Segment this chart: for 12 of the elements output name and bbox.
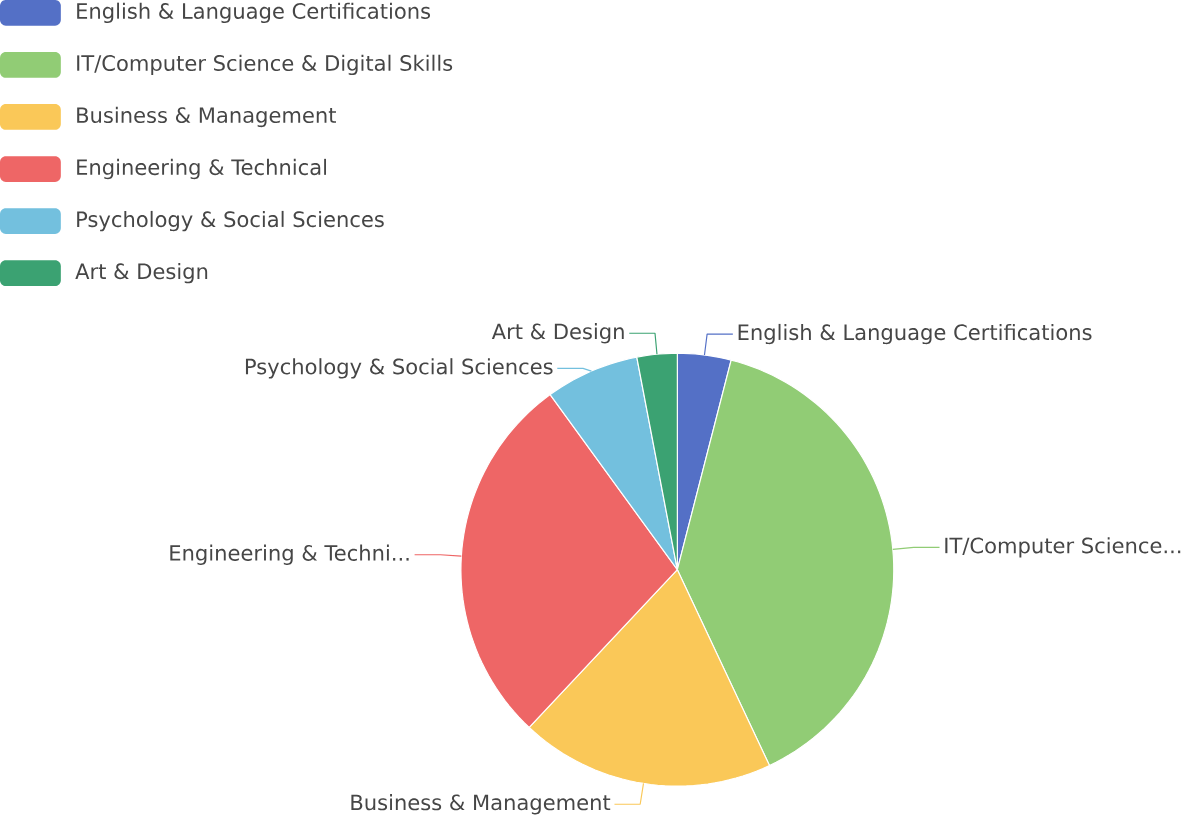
- data-label: Art & Design: [491, 323, 624, 344]
- data-label: Engineering & Techni...: [170, 544, 409, 565]
- legend-label: Engineering & Technical: [77, 158, 327, 180]
- legend-label: IT/Computer Science & Digital Skills: [77, 54, 453, 76]
- legend-label: English & Language Certifications: [77, 2, 431, 24]
- data-label: Psychology & Social Sciences: [245, 358, 553, 379]
- data-label: Business & Management: [351, 794, 611, 815]
- data-label: IT/Computer Science...: [945, 537, 1181, 558]
- legend-label: Psychology & Social Sciences: [77, 210, 384, 232]
- data-label: English & Language Certifications: [738, 323, 1092, 345]
- legend-label: Art & Design: [75, 262, 208, 284]
- legend-label: Business & Management: [77, 106, 336, 128]
